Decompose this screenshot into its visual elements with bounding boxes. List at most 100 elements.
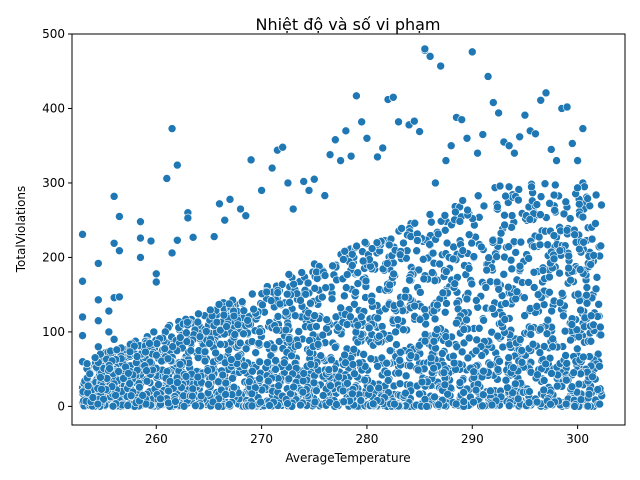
data-point <box>188 233 198 242</box>
data-point <box>591 190 601 200</box>
data-point <box>562 225 572 235</box>
x-axis-label: AverageTemperature <box>285 451 410 465</box>
data-point <box>493 365 503 374</box>
data-point <box>469 367 479 377</box>
data-point <box>487 327 497 337</box>
data-point <box>549 231 559 240</box>
data-point <box>312 322 321 331</box>
data-point <box>385 346 395 355</box>
data-point <box>431 178 440 188</box>
data-point <box>273 312 283 321</box>
data-point <box>529 283 539 292</box>
data-point <box>545 272 554 282</box>
data-point <box>112 345 122 355</box>
data-point <box>591 284 601 294</box>
data-point <box>486 360 495 370</box>
data-point <box>373 361 382 371</box>
data-point <box>326 381 335 391</box>
x-tick-label: 300 <box>566 432 589 446</box>
data-point <box>467 238 477 248</box>
data-point <box>397 224 406 233</box>
data-point <box>93 399 103 409</box>
data-point <box>237 297 247 306</box>
data-point <box>318 292 327 302</box>
data-point <box>94 295 103 305</box>
data-point <box>440 307 450 317</box>
data-point <box>416 288 425 297</box>
data-point <box>538 266 548 275</box>
data-point <box>162 174 172 183</box>
data-point <box>596 330 606 340</box>
data-point <box>348 360 358 369</box>
data-point <box>176 333 185 342</box>
data-point <box>483 72 493 81</box>
data-point <box>334 372 344 382</box>
data-point <box>390 399 399 409</box>
data-point <box>514 185 524 194</box>
data-point <box>463 205 472 215</box>
data-point <box>493 331 503 341</box>
y-tick-label: 100 <box>42 325 65 339</box>
data-point <box>312 386 321 395</box>
data-point <box>442 238 452 248</box>
data-point <box>124 368 133 378</box>
data-point <box>494 284 504 294</box>
data-point <box>584 389 594 399</box>
data-point <box>575 265 585 274</box>
data-point <box>164 386 173 396</box>
data-point <box>283 399 292 408</box>
data-point <box>388 93 398 102</box>
data-point <box>281 325 291 335</box>
data-point <box>555 246 565 255</box>
data-point <box>271 365 280 374</box>
data-point <box>245 377 254 386</box>
data-point <box>271 356 280 365</box>
data-point <box>567 382 577 392</box>
data-point <box>251 348 260 357</box>
data-point <box>576 395 586 404</box>
data-point <box>463 353 473 363</box>
data-point <box>96 373 105 382</box>
data-point <box>248 289 257 299</box>
data-point <box>339 397 349 406</box>
data-point <box>115 246 124 256</box>
data-point <box>108 401 118 411</box>
data-point <box>284 374 294 384</box>
data-point <box>207 372 217 382</box>
data-point <box>399 238 408 248</box>
data-point <box>377 322 387 331</box>
data-point <box>473 191 483 201</box>
data-point <box>579 237 588 247</box>
data-point <box>472 335 482 345</box>
data-point <box>310 284 320 293</box>
data-point <box>202 327 211 336</box>
data-point <box>154 380 163 389</box>
data-point <box>459 388 468 397</box>
data-point <box>512 287 522 297</box>
data-point <box>506 255 516 265</box>
data-point <box>168 342 177 351</box>
data-point <box>597 200 606 210</box>
data-point <box>181 372 191 381</box>
y-tick-label: 400 <box>42 101 65 115</box>
data-point <box>552 381 562 391</box>
data-point <box>477 351 487 360</box>
data-point <box>241 344 251 354</box>
data-point <box>289 279 298 289</box>
data-point <box>304 186 314 195</box>
data-point <box>520 311 529 320</box>
data-point <box>83 381 93 391</box>
data-point <box>394 117 403 127</box>
data-point <box>587 234 597 244</box>
data-point <box>425 52 435 61</box>
data-point <box>182 328 191 338</box>
data-point <box>419 274 429 284</box>
data-point <box>320 271 330 280</box>
data-point <box>389 269 398 279</box>
data-point <box>104 327 114 337</box>
data-point <box>173 378 182 387</box>
data-point <box>547 306 556 316</box>
data-point <box>193 317 203 327</box>
data-point <box>239 306 249 316</box>
data-point <box>487 400 497 410</box>
